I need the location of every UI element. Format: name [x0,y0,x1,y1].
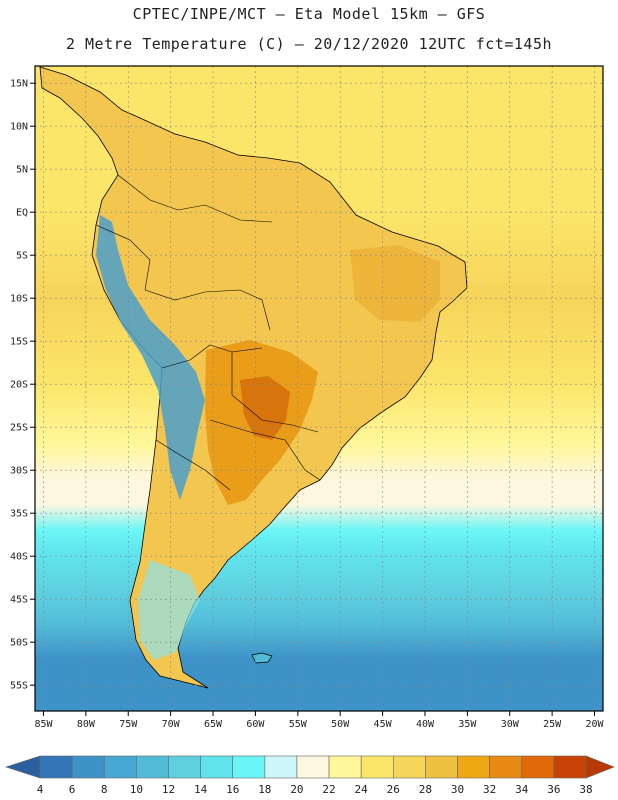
lon-tick-label: 60W [246,719,265,730]
colorbar-label: 28 [419,783,432,796]
colorbar-swatch [296,755,330,779]
lat-tick-label: 25S [10,423,28,434]
lat-tick-label: 5N [16,165,28,176]
lat-tick-label: 15N [10,79,28,90]
colorbar-label: 24 [355,783,369,796]
colorbar-swatch [328,755,362,779]
patagonia-cool [138,560,200,660]
colorbar-swatch [392,755,426,779]
longitude-ticks: 85W 80W 75W 70W 65W 60W 55W 50W 45W 40W 35W 30W 25W 2… [34,711,605,730]
lon-tick-label: 25W [543,719,562,730]
colorbar-arrow-high [585,755,615,779]
lon-tick-label: 20W [585,719,604,730]
lat-tick-label: 10S [10,294,28,305]
lat-tick-label: EQ [16,208,28,219]
colorbar-swatch [232,755,266,779]
lat-tick-label: 5S [16,251,28,262]
colorbar-swatch [200,755,234,779]
lat-tick-label: 20S [10,380,28,391]
lat-tick-label: 35S [10,509,28,520]
colorbar-label: 38 [579,783,592,796]
lat-tick-label: 45S [10,595,28,606]
colorbar-label: 8 [101,783,108,796]
latitude-ticks: 15N 10N 5N EQ 5S 10S 15S 20S 25S 30S 35S 40S 45S 50S 5… [10,79,35,692]
title-variable: 2 Metre Temperature (C) – 20/12/2020 12U… [65,35,553,53]
lon-tick-label: 75W [119,719,138,730]
colorbar-swatch [264,755,298,779]
lon-tick-label: 85W [34,719,53,730]
colorbar-swatch [521,755,555,779]
lat-tick-label: 10N [10,122,28,133]
lon-tick-label: 40W [416,719,435,730]
colorbar-swatch [360,755,394,779]
colorbar-label: 30 [451,783,464,796]
colorbar-swatch [553,755,587,779]
colorbar-label: 10 [130,783,143,796]
hottest-core-region [240,376,290,440]
colorbar-label: 18 [258,783,271,796]
colorbar-label: 34 [515,783,529,796]
colorbar-arrow-low [5,755,41,779]
colorbar-swatch [103,755,137,779]
lon-tick-label: 70W [162,719,181,730]
colorbar-swatch [136,755,169,779]
northeast-brazil-warm [350,245,440,322]
lon-tick-label: 55W [289,719,308,730]
plot-frame [34,65,604,712]
lon-tick-label: 35W [458,719,477,730]
lon-tick-label: 65W [204,719,223,730]
lat-tick-label: 50S [10,638,28,649]
colorbar-label: 12 [162,783,175,796]
lat-tick-label: 30S [10,466,28,477]
lat-tick-label: 15S [10,337,28,348]
colorbar: 4 6 8 10 12 14 16 18 20 22 24 26 28 30 32 34 36 38 [5,755,615,796]
colorbar-swatch [71,755,105,779]
colorbar-label: 6 [69,783,76,796]
colorbar-label: 26 [387,783,400,796]
lat-tick-label: 40S [10,552,28,563]
colorbar-swatch [425,755,458,779]
colorbar-label: 32 [483,783,496,796]
colorbar-label: 22 [322,783,335,796]
colorbar-label: 14 [194,783,208,796]
lon-tick-label: 50W [331,719,350,730]
title-source: CPTEC/INPE/MCT – Eta Model 15km – GFS [132,5,486,23]
colorbar-label: 16 [226,783,239,796]
lon-tick-label: 30W [501,719,520,730]
colorbar-swatch [457,755,490,779]
andes-cold-strip [96,215,205,500]
lat-tick-label: 55S [10,681,28,692]
colorbar-label: 20 [290,783,303,796]
colorbar-label: 4 [37,783,44,796]
lon-tick-label: 45W [374,719,393,730]
colorbar-label: 36 [547,783,560,796]
colorbar-swatch [39,755,73,779]
lon-tick-label: 80W [77,719,96,730]
colorbar-swatch [168,755,201,779]
colorbar-swatch [489,755,523,779]
